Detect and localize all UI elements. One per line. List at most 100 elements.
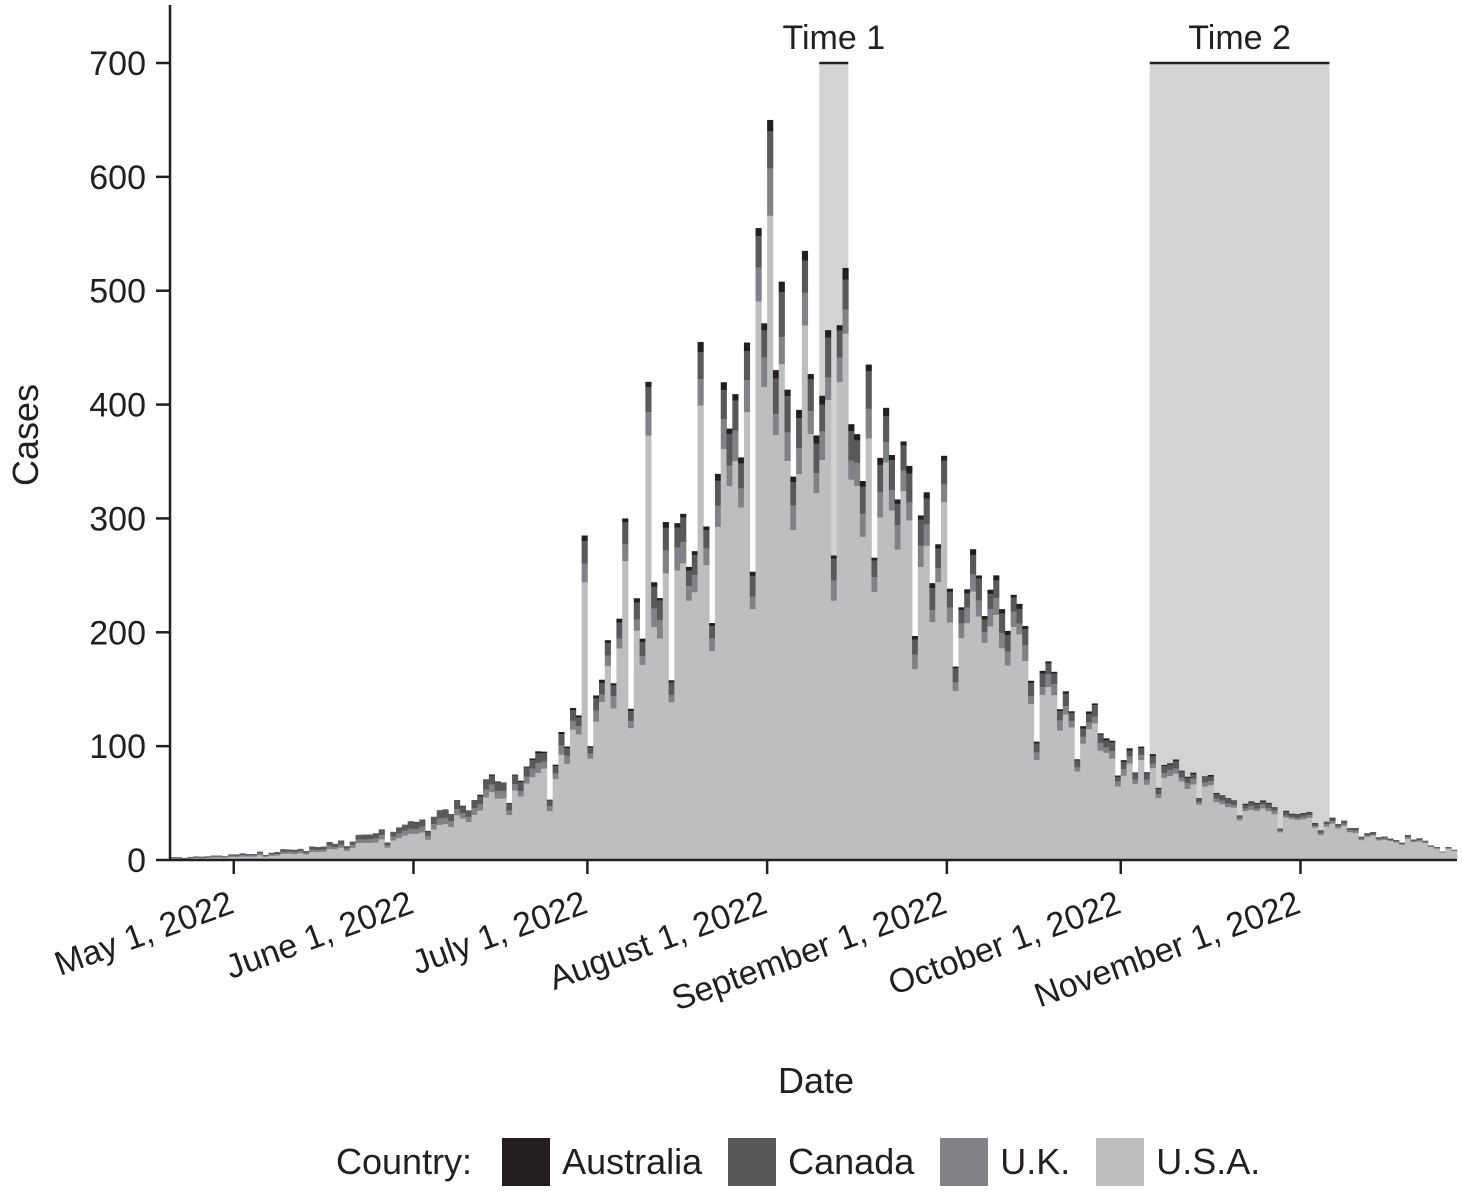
bar-canada — [378, 829, 385, 836]
y-tick-label: 500 — [89, 273, 146, 311]
bar-canada — [407, 821, 414, 829]
bar-usa — [1387, 841, 1394, 860]
bar-canada — [187, 856, 194, 858]
bar-usa — [454, 815, 461, 860]
bar-uk — [570, 720, 577, 730]
bar-canada — [332, 843, 339, 847]
bar-canada — [1265, 803, 1272, 809]
bar-usa — [285, 853, 293, 860]
bar-usa — [488, 792, 495, 860]
bar-canada — [1126, 750, 1133, 757]
bar-usa — [1259, 808, 1267, 860]
bar-canada — [523, 767, 530, 777]
bar-uk — [726, 465, 733, 487]
bar-australia — [796, 409, 803, 418]
bar-canada — [941, 460, 948, 485]
bar-uk — [830, 580, 838, 601]
bar-usa — [1109, 758, 1116, 860]
bar-usa — [1039, 695, 1046, 860]
bar-uk — [326, 845, 333, 850]
bar-australia — [1172, 759, 1180, 761]
bar-uk — [1445, 848, 1452, 850]
bar-australia — [517, 780, 524, 783]
bar-usa — [599, 702, 606, 860]
bar-usa — [268, 855, 275, 860]
bar-usa — [975, 616, 982, 860]
bar-australia — [946, 588, 953, 592]
bar-usa — [958, 638, 965, 860]
bar-australia — [651, 582, 658, 587]
bar-canada — [917, 519, 924, 546]
bar-canada — [1028, 682, 1035, 697]
bar-uk — [778, 337, 785, 365]
bar-uk — [935, 568, 942, 583]
bar-canada — [703, 530, 710, 549]
bar-canada — [251, 854, 258, 856]
bar-canada — [790, 482, 797, 506]
bar-uk — [593, 710, 600, 722]
bar-uk — [952, 682, 959, 692]
bar-canada — [848, 430, 855, 461]
bar-canada — [883, 416, 890, 443]
bar-australia — [1091, 703, 1098, 706]
bar-uk — [1196, 802, 1203, 805]
bar-uk — [819, 431, 826, 461]
bar-canada — [1288, 814, 1296, 818]
bar-usa — [436, 824, 443, 860]
bar-australia — [1190, 772, 1197, 775]
x-tick-label: May 1, 2022 — [50, 884, 239, 984]
bar-australia — [761, 323, 768, 331]
bar-australia — [784, 389, 791, 397]
bar-australia — [790, 476, 797, 483]
bar-australia — [709, 623, 716, 627]
bar-usa — [633, 630, 640, 860]
bar-australia — [1288, 813, 1296, 815]
bar-usa — [378, 839, 385, 860]
bar-uk — [1404, 837, 1411, 839]
bar-canada — [326, 842, 333, 846]
bar-canada — [1428, 845, 1435, 847]
bar-australia — [685, 566, 693, 571]
bar-canada — [935, 548, 942, 569]
bar-usa — [941, 502, 948, 860]
bar-uk — [807, 411, 814, 435]
legend-swatch-usa — [1096, 1138, 1145, 1186]
bar-uk — [1300, 816, 1307, 820]
bar-australia — [1167, 763, 1174, 765]
bar-canada — [193, 856, 200, 858]
bar-canada — [593, 698, 600, 711]
bar-uk — [396, 833, 403, 839]
bar-usa — [651, 627, 658, 860]
bar-uk — [390, 836, 397, 841]
bar-australia — [1196, 798, 1203, 799]
bar-usa — [332, 849, 339, 860]
bar-australia — [1155, 787, 1162, 789]
bar-canada — [1323, 822, 1330, 825]
bar-australia — [999, 609, 1006, 614]
bar-canada — [807, 379, 814, 412]
bar-canada — [842, 279, 849, 310]
bar-canada — [639, 641, 646, 657]
bar-usa — [709, 651, 716, 860]
bar-canada — [1080, 728, 1087, 737]
bar-australia — [570, 707, 577, 711]
bar-usa — [541, 768, 548, 860]
y-tick-label: 700 — [89, 45, 146, 83]
bar-usa — [906, 520, 913, 860]
bar-uk — [1265, 808, 1272, 812]
bar-uk — [268, 854, 275, 856]
bar-canada — [743, 351, 751, 381]
bar-usa — [239, 856, 246, 860]
bar-uk — [262, 856, 269, 858]
bar-australia — [1132, 772, 1139, 774]
bar-australia — [471, 800, 478, 802]
bar-uk — [639, 656, 646, 665]
bar-usa — [459, 818, 467, 860]
bar-usa — [1288, 819, 1296, 860]
bar-uk — [859, 513, 867, 537]
bar-usa — [923, 545, 930, 860]
bar-uk — [303, 852, 310, 855]
bar-uk — [187, 857, 194, 859]
bar-canada — [1097, 734, 1104, 744]
bar-canada — [796, 417, 803, 449]
